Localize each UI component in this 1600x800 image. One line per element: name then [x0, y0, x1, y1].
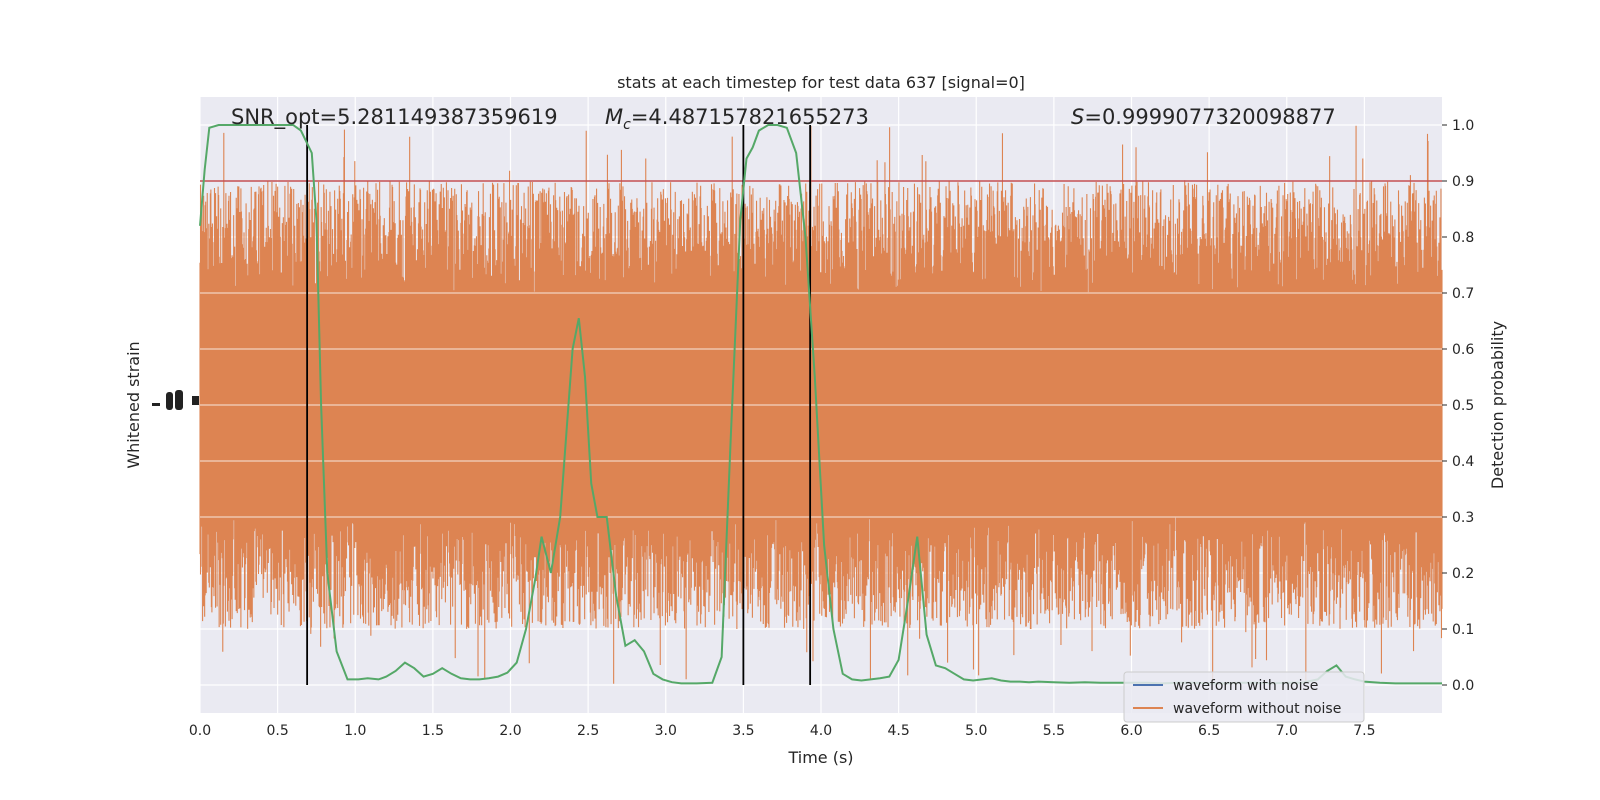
- x-tick-label: 0.5: [266, 723, 288, 739]
- x-tick-label: 6.5: [1198, 723, 1220, 739]
- x-tick-label: 1.0: [344, 723, 366, 739]
- chart-title: stats at each timestep for test data 637…: [617, 73, 1025, 92]
- y-axis-right-label: Detection probability: [1488, 321, 1507, 489]
- y-tick-label: 0.1: [1452, 622, 1474, 638]
- x-tick-label: 7.5: [1353, 723, 1375, 739]
- y-tick-label: 0.9: [1452, 174, 1474, 190]
- mc-subscript: c: [623, 117, 631, 133]
- s-symbol: S: [1071, 105, 1084, 129]
- y-axis-left-label: Whitened strain: [124, 341, 143, 468]
- legend: waveform with noise waveform without noi…: [1123, 671, 1365, 723]
- x-tick-label: 5.0: [965, 723, 987, 739]
- y-tick-label: 0.4: [1452, 454, 1474, 470]
- x-tick-label: 1.5: [422, 723, 444, 739]
- legend-label-without-noise: waveform without noise: [1173, 701, 1341, 717]
- strain-series: [199, 125, 1443, 684]
- x-tick-label: 2.5: [577, 723, 599, 739]
- x-tick-label: 5.5: [1043, 723, 1065, 739]
- x-tick-label: 3.0: [655, 723, 677, 739]
- s-value: =0.9999077320098877: [1084, 105, 1335, 129]
- legend-label-with-noise: waveform with noise: [1173, 678, 1318, 694]
- y-tick-label: 0.6: [1452, 342, 1474, 358]
- y-axis-right-ticks: 0.0 0.1 0.2 0.3 0.4 0.5 0.6 0.7 0.8 0.9 1.0: [1442, 118, 1474, 694]
- snr-annotation: SNR_opt=5.281149387359619: [231, 105, 558, 130]
- y-tick-label: 0.8: [1452, 230, 1474, 246]
- x-axis-ticks: 0.0 0.5 1.0 1.5 2.0 2.5 3.0 3.5 4.0 4.5 5.0 5.5 6.0 6…: [189, 723, 1376, 739]
- y-tick-label: 1.0: [1452, 118, 1474, 134]
- x-tick-label: 7.0: [1276, 723, 1298, 739]
- x-tick-label: 6.0: [1120, 723, 1142, 739]
- s-annotation: S=0.9999077320098877: [1071, 105, 1336, 129]
- x-tick-label: 4.0: [810, 723, 832, 739]
- mc-symbol: M: [605, 105, 623, 129]
- vertical-markers: [306, 125, 812, 685]
- y-tick-label: 0.3: [1452, 510, 1474, 526]
- x-tick-label: 2.0: [499, 723, 521, 739]
- x-axis-label: Time (s): [787, 748, 853, 767]
- mc-value: =4.487157821655273: [631, 105, 869, 129]
- x-tick-label: 0.0: [189, 723, 211, 739]
- y-tick-label: 0.0: [1452, 678, 1474, 694]
- legend-box: [1123, 671, 1365, 723]
- x-tick-label: 3.5: [732, 723, 754, 739]
- mc-annotation: Mc=4.487157821655273: [605, 105, 869, 133]
- x-tick-label: 4.5: [887, 723, 909, 739]
- y-tick-label: 0.2: [1452, 566, 1474, 582]
- y-tick-label: 0.7: [1452, 286, 1474, 302]
- y-tick-label: 0.5: [1452, 398, 1474, 414]
- left-axis-overlapping-ticks: [152, 390, 199, 410]
